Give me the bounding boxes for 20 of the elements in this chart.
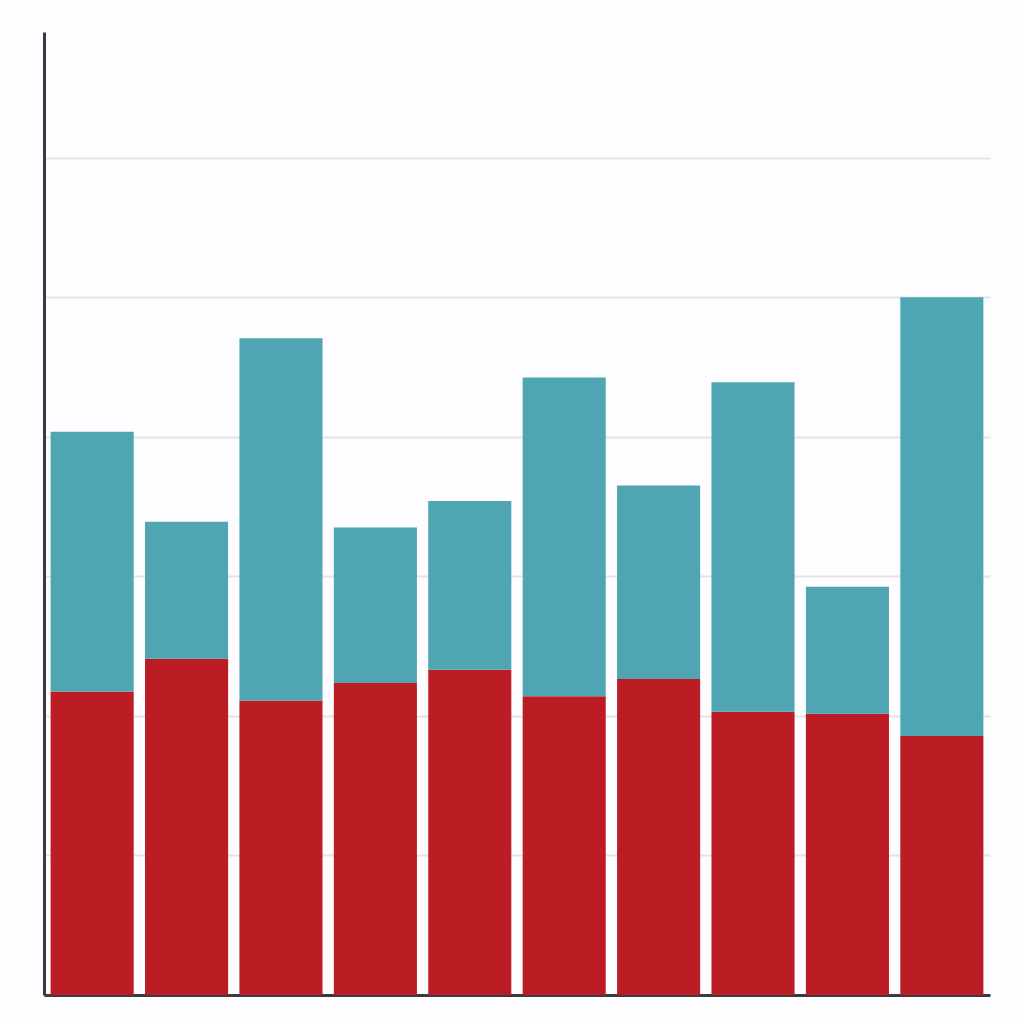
- bar: [428, 500, 512, 670]
- bar: [333, 527, 417, 684]
- bar: [333, 683, 417, 995]
- bar: [900, 736, 984, 995]
- bar: [522, 696, 606, 995]
- bar: [428, 669, 512, 995]
- bar: [145, 521, 229, 659]
- bar: [805, 713, 889, 995]
- bar: [711, 711, 795, 995]
- bar: [617, 485, 701, 679]
- bar: [805, 586, 889, 714]
- bar: [239, 700, 323, 995]
- bar: [522, 377, 606, 697]
- bar: [711, 382, 795, 712]
- bar: [617, 678, 701, 995]
- bar: [239, 338, 323, 701]
- bar: [50, 691, 134, 995]
- bar: [50, 431, 134, 692]
- bar: [145, 658, 229, 995]
- bar: [900, 297, 984, 737]
